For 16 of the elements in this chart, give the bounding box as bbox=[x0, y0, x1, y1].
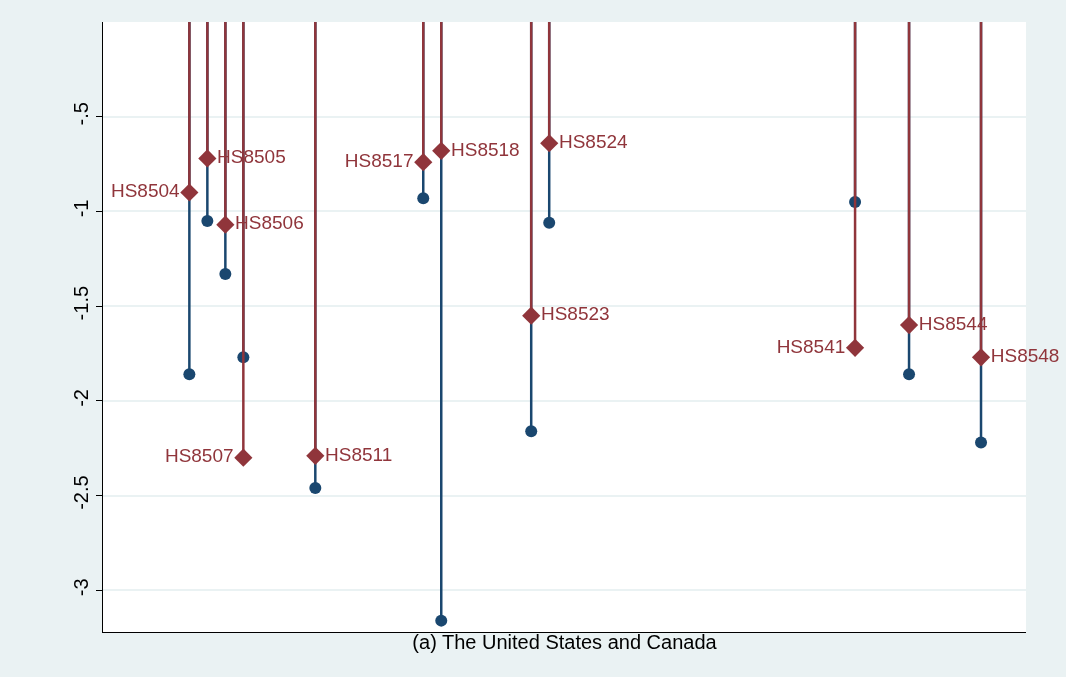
data-label: HS8524 bbox=[558, 130, 629, 152]
data-label: HS8511 bbox=[325, 443, 393, 465]
y-tick-label: -3 bbox=[70, 578, 92, 597]
data-label: HS8541 bbox=[776, 335, 846, 357]
data-label: HS8507 bbox=[164, 445, 234, 467]
data-label: HS8518 bbox=[451, 138, 520, 160]
data-label: HS8523 bbox=[540, 303, 610, 325]
y-tick-label: -.5 bbox=[70, 102, 92, 126]
data-label: HS8504 bbox=[110, 180, 181, 202]
data-label: HS8548 bbox=[990, 345, 1060, 367]
data-label: HS8517 bbox=[344, 149, 414, 171]
y-tick-label: -2 bbox=[70, 388, 92, 407]
y-tick-label: -1.5 bbox=[70, 285, 92, 321]
y-tick-label: -1 bbox=[70, 199, 92, 218]
x-axis-title: (a) The United States and Canada bbox=[412, 630, 718, 653]
y-tick-label: -2.5 bbox=[70, 475, 92, 510]
